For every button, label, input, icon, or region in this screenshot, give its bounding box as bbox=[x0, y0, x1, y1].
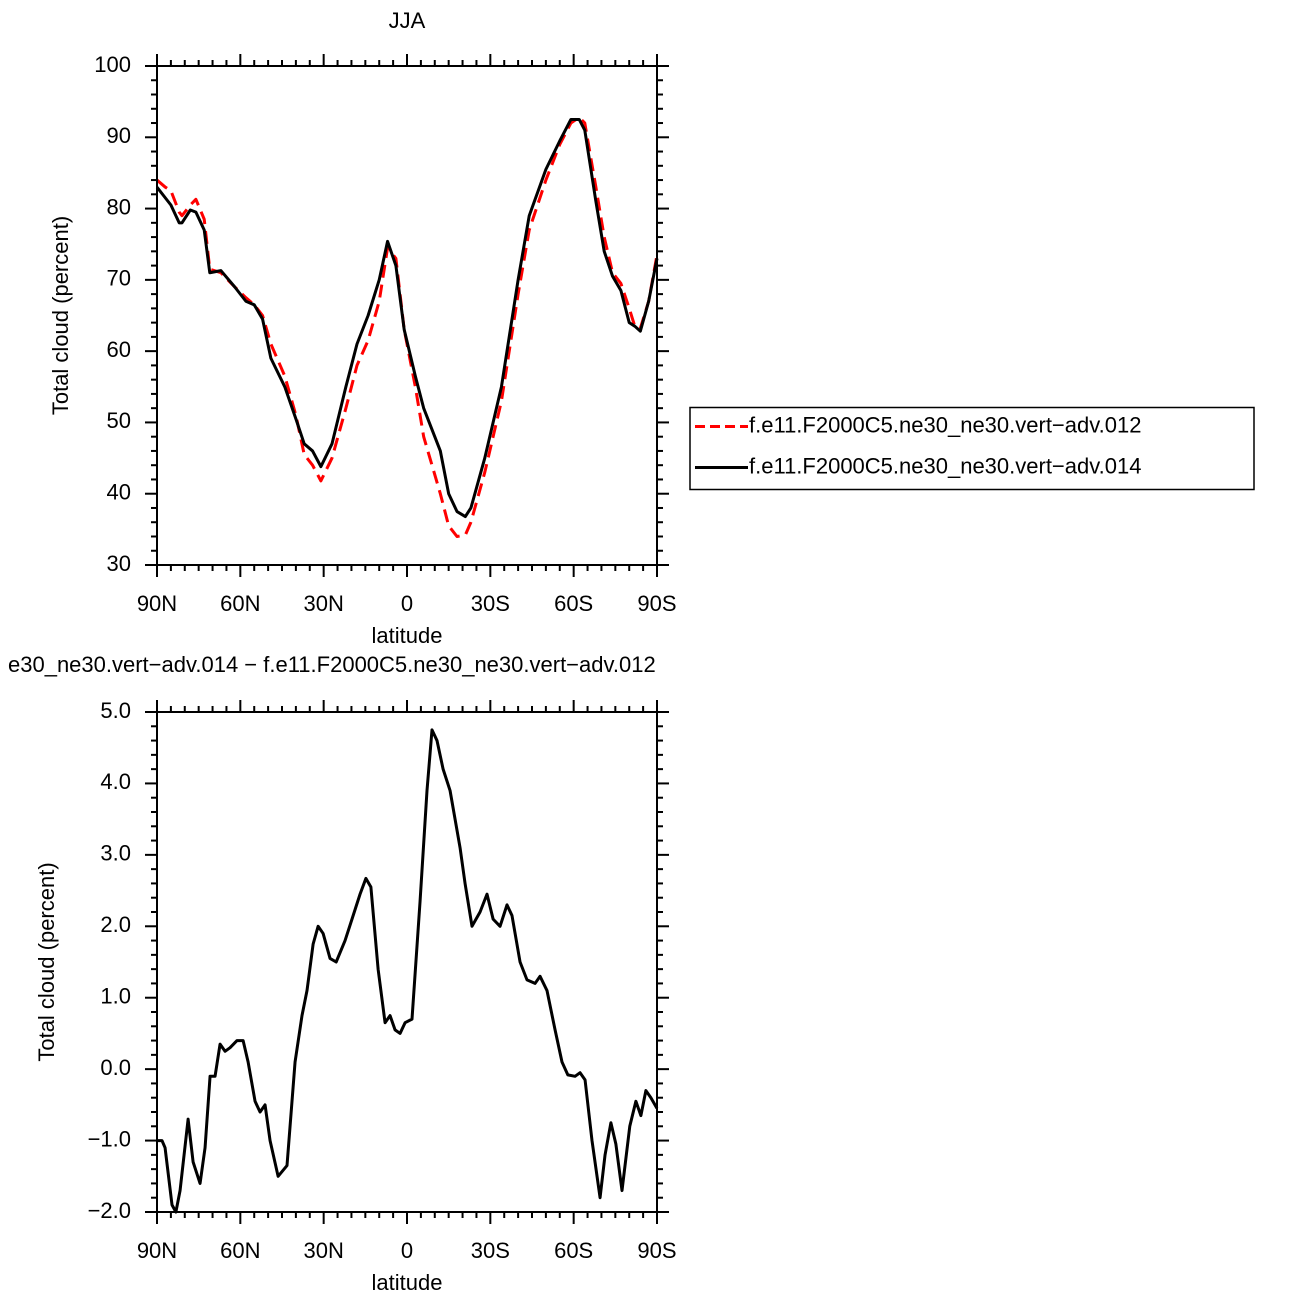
y-tick-label: 50 bbox=[107, 408, 131, 433]
x-tick-label: 90N bbox=[137, 1238, 177, 1263]
data-line bbox=[157, 728, 659, 1214]
x-tick-label: 0 bbox=[401, 591, 413, 616]
y-tick-label: 70 bbox=[107, 266, 131, 291]
y-tick-label: 40 bbox=[107, 480, 131, 505]
y-tick-label: 5.0 bbox=[100, 698, 131, 723]
chart-title: JJA bbox=[389, 8, 426, 33]
x-tick-label: 90S bbox=[637, 591, 676, 616]
plot-frame bbox=[156, 65, 658, 566]
x-axis-label: latitude bbox=[372, 1270, 443, 1295]
y-axis-label: Total cloud (percent) bbox=[48, 216, 73, 415]
x-tick-label: 90N bbox=[137, 591, 177, 616]
x-axis-label: latitude bbox=[372, 623, 443, 648]
legend-box bbox=[689, 406, 1255, 491]
y-tick-label: 2.0 bbox=[100, 912, 131, 937]
y-tick-label: −1.0 bbox=[88, 1126, 131, 1151]
y-tick-label: 3.0 bbox=[100, 841, 131, 866]
legend-label: f.e11.F2000C5.ne30_ne30.vert−adv.014 bbox=[749, 453, 1141, 478]
chart-title: e30_ne30.vert−adv.014 − f.e11.F2000C5.ne… bbox=[8, 652, 656, 677]
plot-frame bbox=[156, 711, 658, 1213]
data-line bbox=[155, 117, 659, 519]
x-tick-label: 60N bbox=[220, 591, 260, 616]
y-tick-label: 0.0 bbox=[100, 1055, 131, 1080]
y-tick-label: 60 bbox=[107, 337, 131, 362]
y-tick-label: 4.0 bbox=[100, 769, 131, 794]
y-tick-label: 1.0 bbox=[100, 984, 131, 1009]
x-tick-label: 90S bbox=[637, 1238, 676, 1263]
y-tick-label: 80 bbox=[107, 194, 131, 219]
y-axis-label: Total cloud (percent) bbox=[34, 862, 59, 1061]
y-tick-label: 100 bbox=[94, 52, 131, 77]
x-tick-label: 60N bbox=[220, 1238, 260, 1263]
data-line bbox=[156, 115, 659, 538]
y-tick-label: 90 bbox=[107, 123, 131, 148]
x-tick-label: 0 bbox=[401, 1238, 413, 1263]
x-tick-label: 30N bbox=[303, 591, 343, 616]
x-tick-label: 60S bbox=[554, 1238, 593, 1263]
x-tick-label: 30N bbox=[303, 1238, 343, 1263]
x-tick-label: 30S bbox=[471, 591, 510, 616]
y-tick-label: −2.0 bbox=[88, 1198, 131, 1223]
x-tick-label: 60S bbox=[554, 591, 593, 616]
y-tick-label: 30 bbox=[107, 551, 131, 576]
x-tick-label: 30S bbox=[471, 1238, 510, 1263]
legend-label: f.e11.F2000C5.ne30_ne30.vert−adv.012 bbox=[749, 412, 1141, 437]
